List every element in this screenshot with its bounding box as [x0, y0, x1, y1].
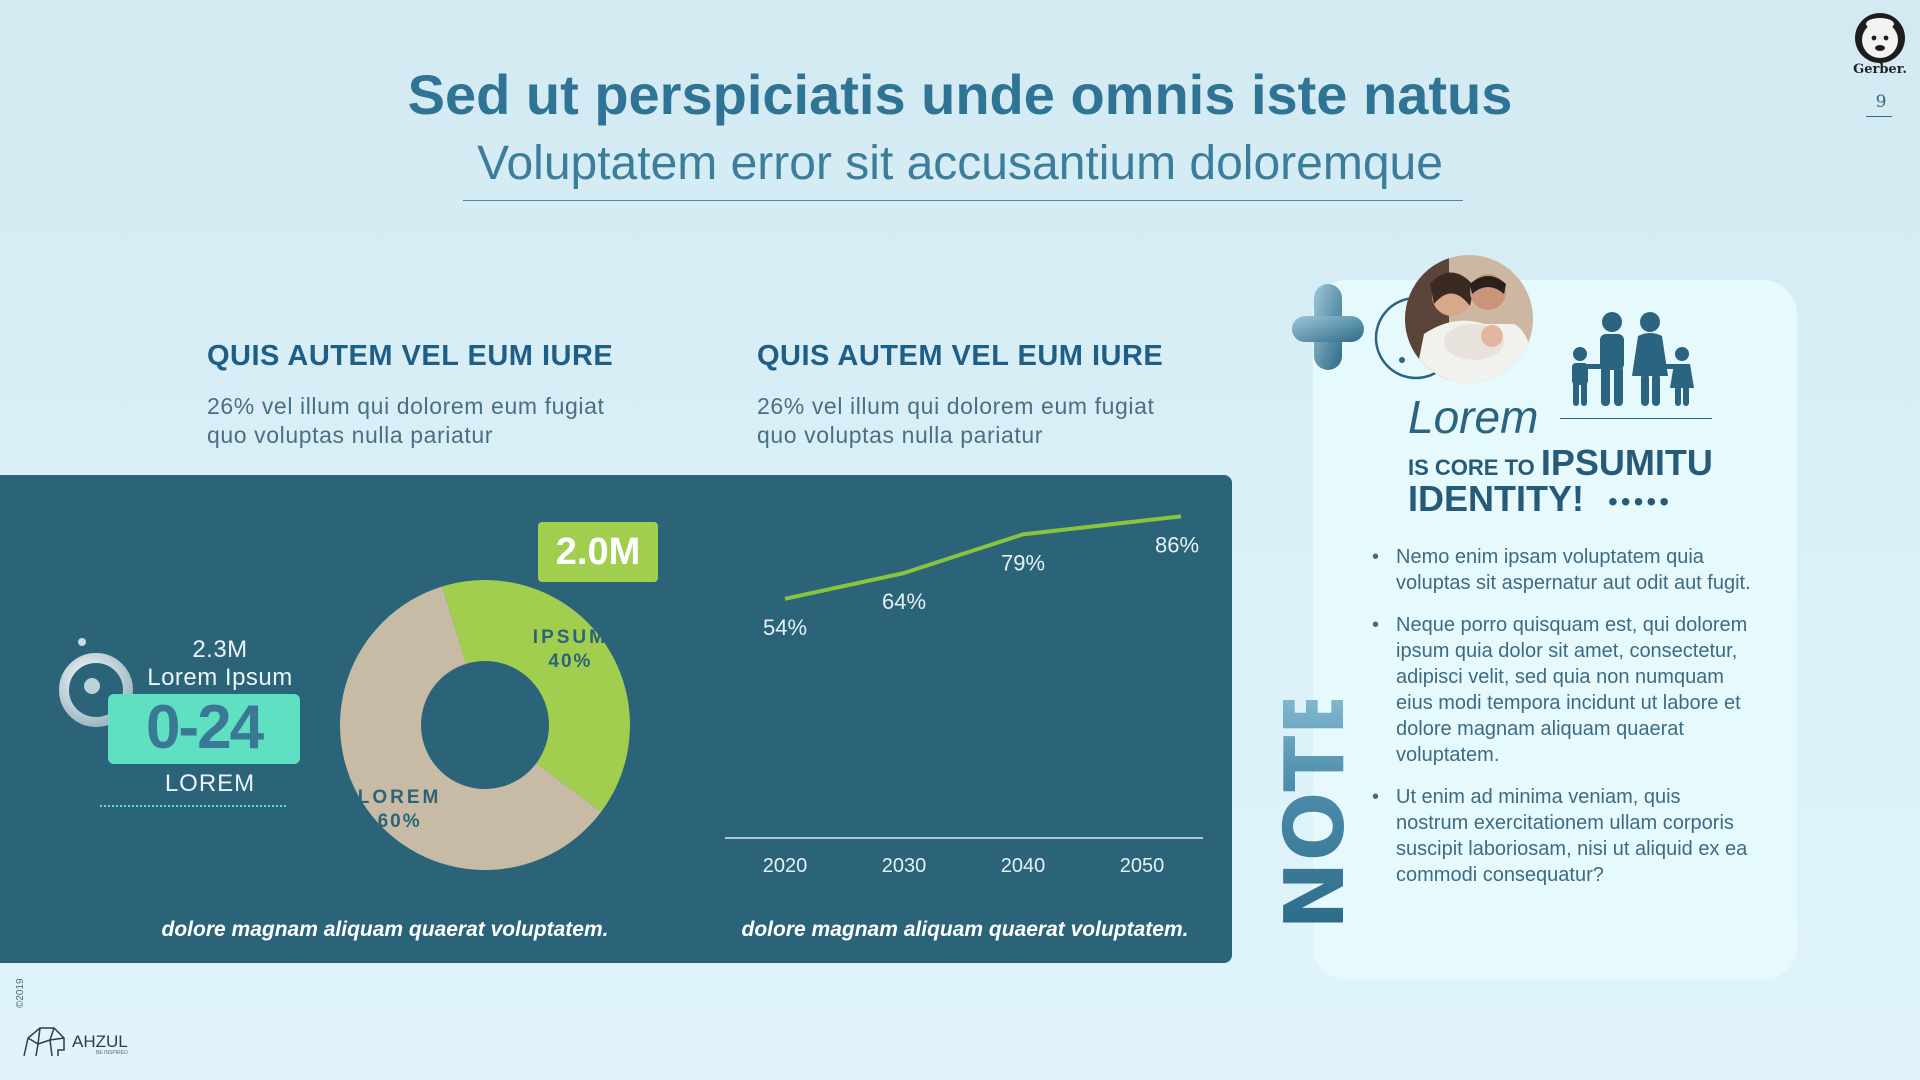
note-identity: IDENTITY! [1408, 478, 1584, 519]
data-label-2040: 79% [1001, 550, 1045, 575]
gerber-logo-text: Gerber. [1853, 62, 1907, 77]
slice-label-ipsum: IPSUM [533, 627, 608, 648]
page-number: 9 [1875, 92, 1887, 112]
list-item: • Neque porro quisquam est, qui dolorem i… [1372, 614, 1748, 766]
column-1-line-2: quo voluptas nulla pariatur [207, 422, 493, 448]
data-label-2030: 64% [882, 589, 926, 614]
line-caption: dolore magnam aliquam quaerat voluptatem… [741, 918, 1189, 941]
note-dots: ••••• [1608, 486, 1673, 517]
plus-3d-icon [1290, 282, 1366, 372]
x-tick-label-2040: 2040 [1001, 855, 1046, 877]
ring-icon [58, 636, 138, 730]
column-2-line-1: 26% vel illum qui dolorem eum fugiat [757, 393, 1155, 419]
x-tick-label-2030: 2030 [882, 855, 927, 877]
note-bullet-list: • Nemo enim ipsam voluptatem quia volupta… [1372, 544, 1752, 904]
age-range-text: 0-24 [145, 693, 264, 762]
data-label-2020: 54% [763, 615, 807, 640]
gerber-baby-logo [1850, 12, 1910, 74]
page-title: Sed ut perspiciatis unde omnis iste natu… [407, 63, 1513, 126]
note-word-text: NOTE [1268, 700, 1363, 930]
family-icon-rule [1560, 418, 1712, 419]
list-item: • Nemo enim ipsam voluptatem quia volupta… [1372, 546, 1751, 594]
list-item: • Ut enim ad minima veniam, quis nostrum … [1372, 786, 1748, 886]
donut-slice-lorem [339, 586, 602, 870]
slice-value-ipsum: 40% [548, 651, 592, 672]
ahzul-brand: AHZUL [72, 1032, 128, 1051]
series-line [784, 514, 1182, 601]
family-photo [1404, 254, 1534, 384]
page-number-rule [1866, 116, 1892, 117]
copyright-text: ©2019 [15, 978, 26, 1008]
x-tick-label-2020: 2020 [763, 855, 808, 877]
column-1-text: 26% vel illum qui dolorem eum fugiat quo… [207, 392, 677, 450]
total-badge: 2.0M [538, 522, 658, 582]
donut-caption: dolore magnam aliquam quaerat voluptatem… [161, 918, 609, 941]
slice-label-lorem: LOREM [358, 787, 442, 808]
page-subtitle: Voluptatem error sit accusantium dolorem… [477, 137, 1443, 190]
x-tick-label-2050: 2050 [1120, 855, 1165, 877]
slice-value-lorem: 60% [378, 811, 422, 832]
ahzul-tagline: BE INSPIRED [96, 1050, 128, 1056]
svg-text:©2019: ©2019 [15, 978, 26, 1008]
age-range-box [108, 694, 300, 764]
column-1-heading: QUIS AUTEM VEL EUM IURE [207, 340, 614, 372]
note-core-word: IPSUMITU [1540, 442, 1713, 483]
note-core-line: IS CORE TO IPSUMITU [1408, 442, 1713, 484]
line-chart: 54% 64% 79% 86% 2020 2030 2040 2050 [725, 514, 1203, 877]
column-2-text: 26% vel illum qui dolorem eum fugiat quo… [757, 392, 1227, 450]
donut-slice-ipsum [442, 580, 630, 812]
stat-value: 2.3M [192, 636, 248, 663]
elephant-logo [20, 1020, 68, 1060]
age-range-rule [100, 805, 286, 807]
family-icon [1564, 312, 1700, 408]
note-card [1313, 280, 1797, 980]
donut-chart: IPSUM 40% LOREM 60% [339, 580, 630, 870]
note-core-prefix: IS CORE TO [1408, 455, 1535, 480]
column-2-heading: QUIS AUTEM VEL EUM IURE [757, 340, 1164, 372]
data-label-2050: 86% [1155, 532, 1199, 557]
column-2-line-2: quo voluptas nulla pariatur [757, 422, 1043, 448]
subtitle-underline [463, 200, 1463, 201]
stat-label: Lorem Ipsum [147, 664, 293, 691]
note-lorem: Lorem [1408, 391, 1539, 443]
note-vertical-word: NOTE [1268, 700, 1363, 930]
column-1-line-1: 26% vel illum qui dolorem eum fugiat [207, 393, 605, 419]
age-range-label: LOREM [164, 770, 256, 797]
